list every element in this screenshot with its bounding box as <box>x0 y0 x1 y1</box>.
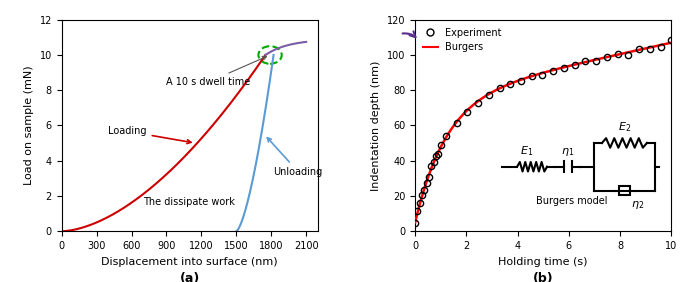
Burgers <box>549 68 558 72</box>
Burgers <box>533 73 541 76</box>
Experiment <box>418 194 426 197</box>
Experiment <box>416 201 424 204</box>
Experiment <box>434 153 443 156</box>
Experiment <box>635 48 643 51</box>
Experiment <box>582 59 590 62</box>
Experiment <box>527 74 536 77</box>
Text: The dissipate work: The dissipate work <box>143 197 235 207</box>
Text: A 10 s dwell time: A 10 s dwell time <box>166 56 266 87</box>
Experiment <box>506 82 514 86</box>
Title: (a): (a) <box>179 272 200 282</box>
Experiment <box>495 87 503 90</box>
Y-axis label: Indentation depth (nm): Indentation depth (nm) <box>371 60 382 191</box>
Burgers <box>564 65 572 68</box>
Experiment <box>463 110 471 114</box>
Title: (b): (b) <box>533 272 553 282</box>
X-axis label: Displacement into surface (nm): Displacement into surface (nm) <box>101 257 278 266</box>
Experiment <box>432 154 440 157</box>
Experiment <box>411 221 419 225</box>
Experiment <box>425 175 433 178</box>
Experiment <box>603 55 611 59</box>
Experiment <box>538 73 547 77</box>
Experiment <box>436 143 445 146</box>
Experiment <box>592 60 600 63</box>
Experiment <box>485 93 493 97</box>
Line: Burgers: Burgers <box>415 43 671 222</box>
Experiment <box>560 66 568 70</box>
Burgers <box>661 42 669 46</box>
Experiment <box>517 79 525 82</box>
Experiment <box>571 63 579 67</box>
Experiment <box>423 181 431 184</box>
Experiment <box>614 52 622 56</box>
Experiment <box>549 69 558 73</box>
Legend: Experiment, Burgers: Experiment, Burgers <box>420 25 505 55</box>
Text: Unloading: Unloading <box>267 138 323 177</box>
Experiment <box>427 164 436 168</box>
Text: Loading: Loading <box>108 126 191 144</box>
Burgers <box>534 72 543 76</box>
Experiment <box>453 122 461 125</box>
X-axis label: Holding time (s): Holding time (s) <box>499 257 588 266</box>
Experiment <box>656 46 664 49</box>
Experiment <box>413 209 421 212</box>
Experiment <box>646 47 654 51</box>
Burgers <box>621 51 630 55</box>
Experiment <box>474 101 482 104</box>
Experiment <box>667 39 675 42</box>
Burgers <box>667 41 675 44</box>
Experiment <box>442 134 450 138</box>
Experiment <box>421 188 429 192</box>
Y-axis label: Load on sample (mN): Load on sample (mN) <box>24 66 34 185</box>
Experiment <box>624 53 632 56</box>
Experiment <box>429 160 438 163</box>
Burgers <box>411 221 419 224</box>
Line: Experiment: Experiment <box>412 37 675 226</box>
